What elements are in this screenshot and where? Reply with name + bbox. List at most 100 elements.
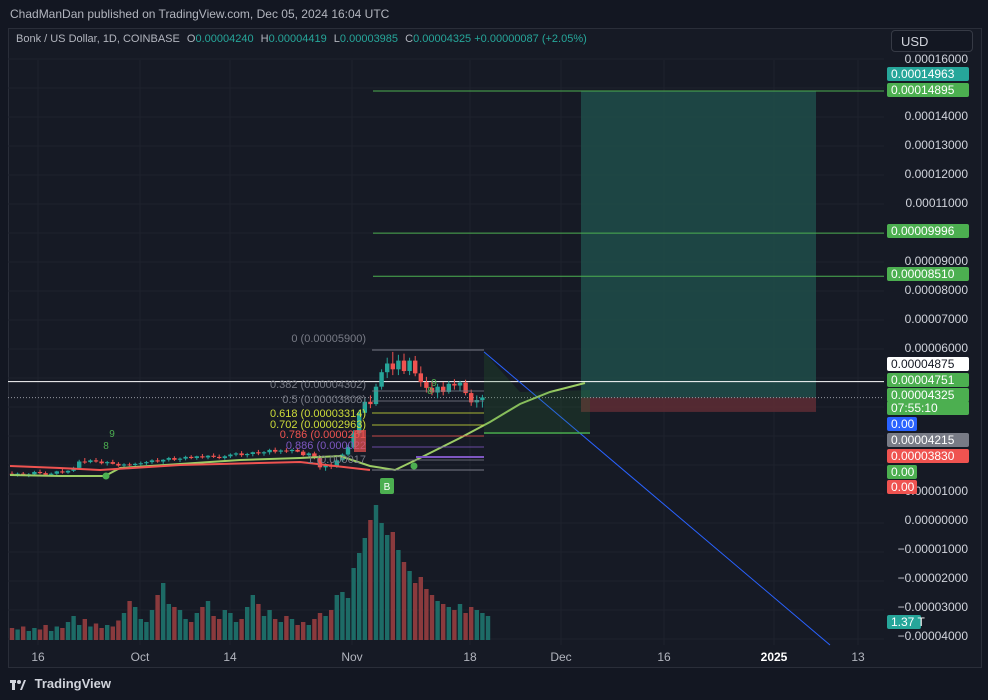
candle-body bbox=[351, 433, 356, 448]
candle-body bbox=[457, 382, 463, 386]
symbol-name[interactable]: Bonk / US Dollar, 1D, COINBASE bbox=[16, 33, 180, 45]
volume-bar bbox=[284, 616, 289, 640]
fib-label: 0.618 (0.00003314) bbox=[270, 408, 366, 420]
candle-body bbox=[245, 453, 250, 456]
volume-bar bbox=[127, 601, 132, 640]
volume-bar bbox=[413, 583, 418, 640]
price-badge-label: 0.00 bbox=[891, 417, 915, 431]
volume-bar bbox=[457, 604, 463, 640]
high-label: H bbox=[260, 33, 269, 45]
low-label: L bbox=[333, 33, 340, 45]
volume-bar bbox=[133, 607, 138, 640]
candle-body bbox=[362, 401, 367, 413]
price-badge bbox=[887, 465, 917, 479]
price-badge-label: 07:55:10 bbox=[891, 401, 938, 415]
volume-bar bbox=[54, 626, 59, 640]
volume-bar bbox=[217, 619, 222, 640]
candle-body bbox=[54, 471, 59, 474]
volume-bar bbox=[77, 625, 82, 640]
candle-body bbox=[267, 449, 272, 453]
candle-body bbox=[379, 372, 384, 387]
candle-body bbox=[250, 452, 255, 454]
volume-bar bbox=[256, 604, 261, 640]
candle-body bbox=[289, 449, 295, 452]
candle-body bbox=[166, 458, 171, 460]
volume-bar bbox=[385, 535, 390, 640]
volume-bar bbox=[424, 589, 429, 640]
indicator-lines bbox=[9, 352, 590, 480]
candle-body bbox=[60, 471, 65, 473]
candle-body bbox=[424, 382, 429, 388]
price-badge-label: 0.00004325 bbox=[891, 388, 955, 402]
fib-label: 0.382 (0.00004302) bbox=[270, 379, 366, 391]
volume-bar bbox=[228, 613, 233, 640]
candle-body bbox=[273, 449, 278, 452]
volume-bar bbox=[373, 505, 379, 640]
volume-bar bbox=[485, 616, 491, 640]
price-badge bbox=[887, 267, 969, 281]
high-value: 0.00004419 bbox=[268, 33, 327, 45]
candles bbox=[9, 351, 485, 478]
wedge-fill bbox=[484, 352, 590, 433]
candle-body bbox=[217, 456, 222, 459]
volume-bar bbox=[390, 532, 395, 640]
tradingview-logo-icon bbox=[10, 679, 26, 690]
volume-bar bbox=[177, 610, 183, 640]
candle-body bbox=[401, 360, 407, 372]
candle-body bbox=[161, 459, 166, 462]
buy-signal-label: B bbox=[384, 482, 391, 493]
candle-body bbox=[93, 460, 99, 462]
volume-bar bbox=[21, 626, 26, 640]
candle-body bbox=[138, 463, 143, 465]
volume-bar bbox=[116, 620, 121, 640]
volume-bar bbox=[334, 595, 339, 640]
candle-body bbox=[396, 360, 401, 370]
candle-body bbox=[177, 458, 183, 460]
volume-bar bbox=[469, 607, 474, 640]
time-tick-label: Oct bbox=[131, 650, 150, 664]
candle-body bbox=[189, 456, 194, 459]
price-tick-label: 0.00007000 bbox=[905, 312, 969, 326]
candle-body bbox=[144, 462, 149, 464]
volume-bar bbox=[401, 562, 407, 640]
currency-button[interactable]: USD bbox=[891, 30, 973, 52]
volume-bar bbox=[71, 616, 76, 640]
volume-bar bbox=[239, 619, 244, 640]
candle-body bbox=[256, 452, 261, 454]
candle-body bbox=[37, 471, 43, 474]
volume-bar bbox=[183, 619, 188, 640]
candle-body bbox=[233, 453, 239, 455]
candle-body bbox=[261, 452, 267, 454]
price-badge bbox=[887, 417, 917, 431]
close-value: 0.00004325 bbox=[413, 33, 472, 45]
td-sequential-count: 9 bbox=[431, 378, 437, 389]
candle-body bbox=[149, 460, 155, 463]
volume-bar bbox=[82, 619, 87, 640]
price-tick-label: −0.00004000 bbox=[898, 629, 969, 643]
td-sequential-count: 8 bbox=[103, 441, 109, 452]
volume-bar bbox=[295, 625, 300, 640]
candle-body bbox=[312, 453, 317, 459]
volume-bar bbox=[340, 592, 345, 640]
trend-line bbox=[483, 351, 831, 646]
fib-label: 0.702 (0.00002963) bbox=[270, 419, 366, 431]
volume-bar bbox=[65, 622, 71, 640]
candle-body bbox=[77, 461, 82, 468]
price-tick-label: 0.00016000 bbox=[905, 52, 969, 66]
candle-body bbox=[429, 387, 435, 393]
close-label: C bbox=[405, 33, 414, 45]
volume-bar bbox=[205, 601, 211, 640]
volume-bar bbox=[351, 568, 356, 640]
price-badge bbox=[887, 67, 969, 81]
price-badge-label: 0.00014895 bbox=[891, 83, 955, 97]
change-value: +0.00000087 (+2.05%) bbox=[474, 33, 587, 45]
candle-body bbox=[49, 473, 54, 475]
price-badge-label: 0.00 bbox=[891, 465, 915, 479]
volume-bar bbox=[480, 613, 485, 640]
volume-bar bbox=[200, 607, 205, 640]
candle-body bbox=[121, 464, 127, 466]
price-badge bbox=[887, 224, 969, 238]
candle-body bbox=[205, 455, 211, 458]
footer-brand-label: TradingView bbox=[34, 676, 111, 691]
